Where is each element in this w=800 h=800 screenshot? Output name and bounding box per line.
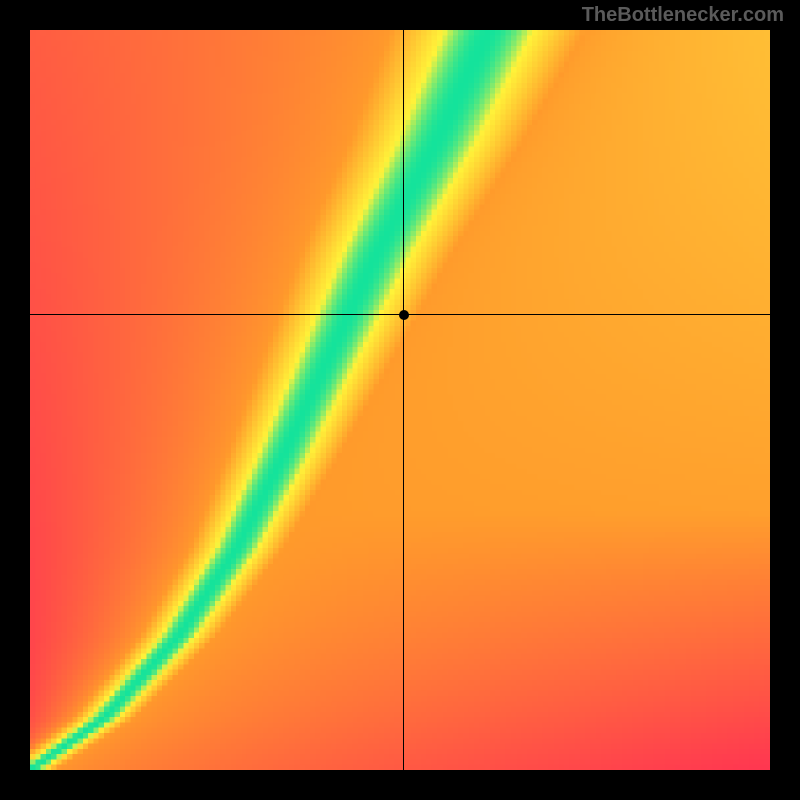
watermark-text: TheBottlenecker.com (582, 4, 784, 27)
data-point-marker (399, 310, 409, 320)
chart-root: { "watermark": { "text": "TheBottlenecke… (0, 0, 800, 800)
heatmap-canvas (30, 30, 770, 770)
heatmap-plot (30, 30, 770, 770)
crosshair-vertical (403, 30, 404, 770)
